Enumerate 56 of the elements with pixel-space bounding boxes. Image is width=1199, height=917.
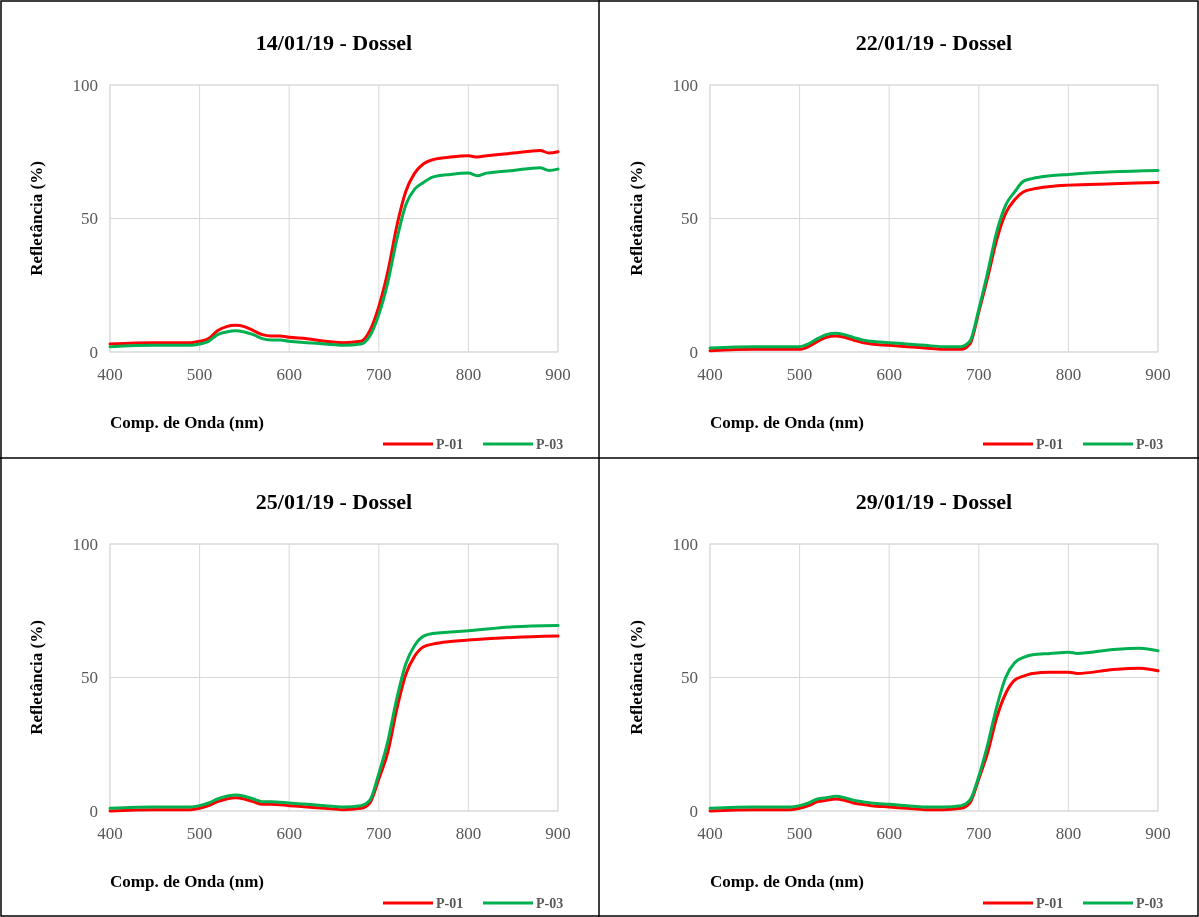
- legend-label: P-01: [1036, 895, 1064, 911]
- x-tick-label: 900: [1145, 365, 1171, 384]
- x-tick-label: 400: [697, 365, 723, 384]
- x-tick-label: 600: [276, 365, 302, 384]
- y-tick-label: 50: [81, 209, 98, 229]
- y-axis-title: Refletância (%): [27, 161, 46, 276]
- x-tick-label: 600: [876, 365, 902, 384]
- y-tick-label: 100: [672, 75, 698, 95]
- legend-label: P-01: [1036, 436, 1064, 452]
- x-tick-label: 500: [786, 365, 813, 384]
- chart-title: 22/01/19 - Dossel: [855, 30, 1013, 55]
- y-tick-label: 100: [72, 75, 98, 95]
- x-axis-title: Comp. de Onda (nm): [110, 872, 264, 891]
- y-tick-label: 0: [89, 801, 98, 821]
- x-axis-title: Comp. de Onda (nm): [710, 413, 864, 432]
- chart-title: 14/01/19 - Dossel: [255, 30, 413, 55]
- x-tick-label: 800: [1055, 365, 1082, 384]
- legend-label: P-01: [436, 436, 464, 452]
- legend-label: P-03: [536, 895, 564, 911]
- y-tick-label: 0: [689, 801, 698, 821]
- y-tick-label: 50: [681, 209, 698, 229]
- x-tick-label: 600: [876, 824, 902, 843]
- y-tick-label: 100: [72, 534, 98, 554]
- y-axis-title: Refletância (%): [627, 620, 646, 735]
- x-tick-label: 500: [186, 365, 213, 384]
- x-tick-label: 600: [276, 824, 302, 843]
- y-tick-label: 0: [689, 342, 698, 362]
- x-tick-label: 700: [366, 824, 392, 843]
- x-tick-label: 400: [97, 824, 123, 843]
- x-tick-label: 800: [455, 365, 482, 384]
- chart-title: 29/01/19 - Dossel: [855, 489, 1013, 514]
- y-axis-title: Refletância (%): [627, 161, 646, 276]
- x-axis-title: Comp. de Onda (nm): [710, 872, 864, 891]
- x-tick-label: 900: [1145, 824, 1171, 843]
- x-axis-title: Comp. de Onda (nm): [110, 413, 264, 432]
- y-tick-label: 50: [681, 668, 698, 688]
- y-tick-label: 0: [89, 342, 98, 362]
- x-tick-label: 700: [966, 824, 992, 843]
- x-tick-label: 700: [966, 365, 992, 384]
- x-tick-label: 500: [186, 824, 213, 843]
- x-tick-label: 400: [97, 365, 123, 384]
- y-tick-label: 50: [81, 668, 98, 688]
- x-tick-label: 700: [366, 365, 392, 384]
- y-axis-title: Refletância (%): [27, 620, 46, 735]
- legend-label: P-03: [1136, 895, 1164, 911]
- x-tick-label: 900: [545, 824, 571, 843]
- x-tick-label: 500: [786, 824, 813, 843]
- chart-title: 25/01/19 - Dossel: [255, 489, 413, 514]
- x-tick-label: 400: [697, 824, 723, 843]
- legend-label: P-03: [536, 436, 564, 452]
- x-tick-label: 900: [545, 365, 571, 384]
- x-tick-label: 800: [455, 824, 482, 843]
- y-tick-label: 100: [672, 534, 698, 554]
- legend-label: P-03: [1136, 436, 1164, 452]
- x-tick-label: 800: [1055, 824, 1082, 843]
- legend-label: P-01: [436, 895, 464, 911]
